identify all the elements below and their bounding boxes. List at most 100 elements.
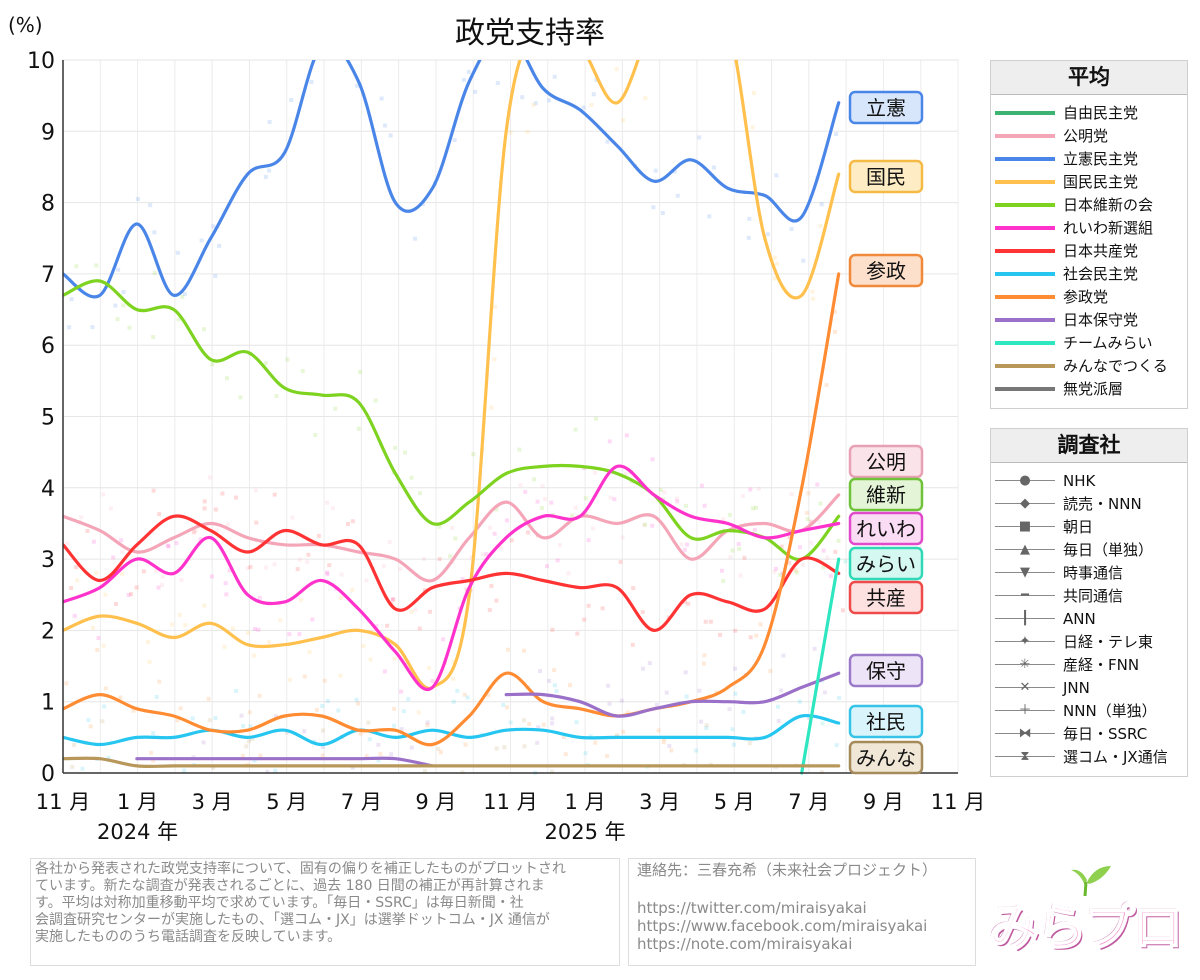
poll-mark: [227, 568, 232, 573]
pollster-item: ■ 朝日: [991, 515, 1187, 538]
series-line: [63, 60, 841, 691]
poll-mark: [552, 668, 557, 673]
poll-mark: [701, 661, 706, 666]
poll-mark: [436, 747, 441, 752]
poll-mark: [545, 564, 550, 569]
poll-mark: [583, 496, 588, 501]
poll-mark: [779, 544, 784, 549]
pollster-legend-title: 調査社: [991, 429, 1187, 463]
poll-mark: [121, 303, 126, 308]
poll-mark: [250, 737, 255, 742]
poll-mark: [425, 723, 430, 728]
poll-mark: [832, 309, 837, 314]
poll-mark: [254, 520, 259, 525]
series-line: [63, 60, 841, 299]
x-tick-label: 7 月: [788, 790, 829, 814]
poll-mark: [111, 555, 116, 560]
poll-mark: [358, 370, 363, 375]
x-tick-label: 11 月: [931, 790, 985, 814]
poll-mark: [448, 554, 453, 559]
poll-mark: [675, 193, 680, 198]
poll-mark: [612, 497, 617, 502]
poll-mark: [501, 702, 506, 707]
poll-mark: [409, 745, 414, 750]
poll-mark: [213, 507, 218, 512]
poll-mark: [469, 555, 474, 560]
poll-mark: [149, 750, 154, 755]
legend-swatch: [995, 156, 1055, 161]
poll-mark: [502, 745, 507, 750]
poll-mark: [180, 294, 185, 299]
poll-mark: [302, 729, 307, 734]
x-tick-label: 1 月: [565, 790, 606, 814]
poll-mark: [393, 445, 398, 450]
poll-mark: [543, 497, 548, 502]
pollster-label: 共同通信: [1063, 587, 1124, 605]
poll-mark: [624, 433, 629, 438]
y-tick-label: 6: [41, 334, 55, 359]
poll-mark: [664, 690, 669, 695]
poll-mark: [141, 569, 146, 574]
y-tick-label: 2: [41, 619, 55, 644]
poll-mark: [833, 549, 838, 554]
poll-mark: [682, 547, 687, 552]
end-label: みらい: [848, 546, 924, 581]
twitter-link[interactable]: https://twitter.com/miraisyakai: [637, 899, 867, 917]
poll-mark: [488, 525, 493, 530]
poll-mark: [554, 689, 559, 694]
poll-mark: [430, 679, 435, 684]
poll-mark: [314, 707, 319, 712]
poll-mark: [364, 578, 369, 583]
pollster-item: ✕ JNN: [991, 676, 1187, 699]
footnote-line: 各社から発表された政党支持率について、固有の偏りを補正したものがプロットされ: [35, 861, 566, 877]
poll-mark: [643, 96, 648, 101]
poll-mark: [193, 528, 198, 533]
poll-mark: [591, 92, 596, 97]
poll-mark: [437, 557, 442, 562]
poll-mark: [621, 118, 626, 123]
poll-mark: [818, 223, 823, 228]
poll-mark: [774, 173, 779, 178]
poll-mark: [325, 500, 330, 505]
poll-mark: [521, 718, 526, 723]
note-link[interactable]: https://note.com/miraisyakai: [637, 935, 853, 953]
end-label: 保守: [848, 653, 924, 688]
poll-mark: [103, 592, 108, 597]
poll-mark: [518, 483, 523, 488]
poll-mark: [75, 578, 80, 583]
poll-mark: [781, 653, 786, 658]
pollster-item: ━ 共同通信: [991, 584, 1187, 607]
poll-mark: [417, 491, 422, 496]
poll-mark: [338, 595, 343, 600]
poll-mark: [389, 752, 394, 757]
legend-item: 自由民主党: [991, 101, 1187, 124]
poll-mark: [462, 692, 467, 697]
poll-mark: [466, 69, 471, 74]
average-legend-list: 自由民主党 公明党 立憲民主党 国民民主党 日本維新の会 れいわ新選組 日本共産党 社会民主党…: [991, 95, 1187, 400]
poll-mark: [740, 493, 745, 498]
poll-mark: [257, 693, 262, 698]
poll-mark: [822, 690, 827, 695]
poll-mark: [402, 450, 407, 455]
poll-mark: [438, 750, 443, 755]
facebook-link[interactable]: https://www.facebook.com/miraisyakai: [637, 917, 928, 935]
poll-mark: [498, 545, 503, 550]
y-tick-label: 9: [41, 120, 55, 145]
legend-label: 自由民主党: [1063, 104, 1139, 122]
poll-mark: [704, 726, 709, 731]
poll-mark: [284, 730, 289, 735]
pollster-symbol-icon: ◆: [995, 493, 1055, 515]
poll-mark: [182, 768, 187, 773]
pollster-item: ✳ 産経・FNN: [991, 653, 1187, 676]
poll-mark: [224, 376, 229, 381]
end-label-box: [848, 159, 924, 194]
poll-mark: [157, 679, 162, 684]
pollster-symbol-icon: ⧗: [995, 746, 1055, 768]
end-label-text: れいわ: [856, 517, 916, 541]
legend-item: 立憲民主党: [991, 147, 1187, 170]
legend-label: 無党派層: [1063, 380, 1124, 398]
pollster-label: 毎日・SSRC: [1063, 725, 1148, 743]
poll-mark: [330, 506, 335, 511]
poll-mark: [747, 216, 752, 221]
